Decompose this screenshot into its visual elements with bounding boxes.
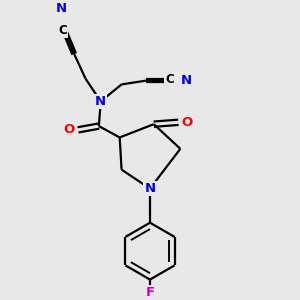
Text: N: N <box>56 2 67 15</box>
Text: N: N <box>181 74 192 87</box>
Text: C: C <box>58 24 67 37</box>
Text: F: F <box>146 286 154 299</box>
Text: C: C <box>165 73 174 86</box>
Text: O: O <box>63 123 74 136</box>
Text: O: O <box>181 116 192 129</box>
Text: N: N <box>95 95 106 108</box>
Text: N: N <box>144 182 156 195</box>
